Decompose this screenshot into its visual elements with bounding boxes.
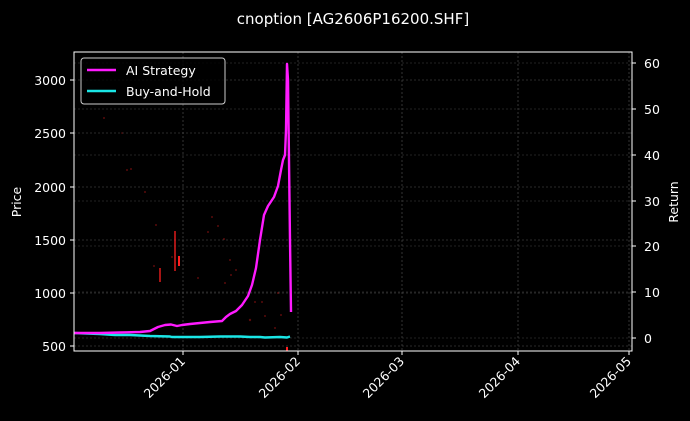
y2-tick-label: 20 xyxy=(644,239,660,254)
legend-label-buy-and-hold: Buy-and-Hold xyxy=(126,84,211,99)
y2-gridlines xyxy=(74,62,632,339)
y2-tick-label: 10 xyxy=(644,285,660,300)
price-candles xyxy=(103,117,288,351)
series-ai-strategy-line xyxy=(74,62,293,335)
y-axis-left: 500 1000 1500 2000 2500 3000 Price xyxy=(9,73,74,354)
y-tick-label: 1500 xyxy=(34,233,66,248)
legend: AI Strategy Buy-and-Hold xyxy=(80,57,226,105)
legend-label-ai-strategy: AI Strategy xyxy=(126,63,196,78)
y2-axis-label: Return xyxy=(666,181,681,222)
y-axis-label: Price xyxy=(9,186,24,217)
y-tick-label: 3000 xyxy=(34,73,66,88)
y-axis-right: 0 10 20 30 40 50 60 Return xyxy=(632,56,681,346)
y-tick-label: 1000 xyxy=(34,286,66,301)
legend-box xyxy=(80,57,226,105)
y-tick-label: 500 xyxy=(42,339,66,354)
chart-title: cnoption [AG2606P16200.SHF] xyxy=(237,10,469,28)
y-gridlines xyxy=(74,79,632,347)
y-tick-label: 2000 xyxy=(34,180,66,195)
y2-tick-label: 60 xyxy=(644,56,660,71)
y2-tick-label: 50 xyxy=(644,102,660,117)
y2-tick-label: 40 xyxy=(644,148,660,163)
y-tick-label: 2500 xyxy=(34,126,66,141)
series-buy-and-hold-line xyxy=(73,331,291,339)
y2-tick-label: 0 xyxy=(644,331,652,346)
y2-tick-label: 30 xyxy=(644,194,660,209)
